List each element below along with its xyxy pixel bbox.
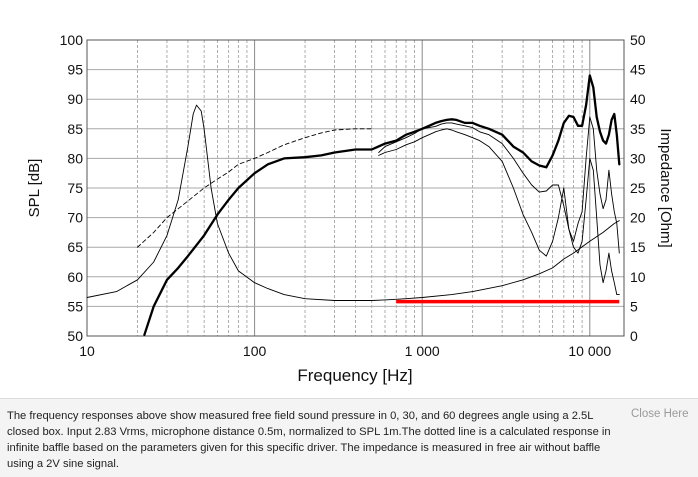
frequency-response-chart: 50 55 60 65 70 75 80 85 90 95 100 0 5 10 15 20 25 30 35 40 4… xyxy=(26,32,674,385)
series-line-spl_60deg xyxy=(378,128,620,296)
close-link[interactable]: Close Here xyxy=(631,408,689,420)
series xyxy=(86,74,621,336)
axes xyxy=(86,39,625,337)
y2-tick-label: 15 xyxy=(630,239,646,255)
y-tick-label: 80 xyxy=(67,150,83,166)
y2-tick-label: 0 xyxy=(630,328,638,344)
y2-tick-label: 30 xyxy=(630,150,646,166)
y-axis-label: SPL [dB] xyxy=(26,159,43,218)
y-tick-label: 75 xyxy=(67,180,83,196)
series-line-spl_0deg xyxy=(143,74,621,336)
y2-tick-label: 50 xyxy=(630,32,646,48)
x-tick-label: 10 000 xyxy=(568,343,611,359)
y-tick-label: 85 xyxy=(67,121,83,137)
y2-tick-label: 35 xyxy=(630,121,646,137)
plot-frame xyxy=(86,39,625,337)
y2-tick-label: 45 xyxy=(630,62,646,78)
y-tick-label: 60 xyxy=(67,269,83,285)
series-line-spl_30deg xyxy=(378,116,620,254)
x-axis-label: Frequency [Hz] xyxy=(297,366,412,385)
y-tick-label: 50 xyxy=(67,328,83,344)
y-tick-label: 70 xyxy=(67,210,83,226)
series-line-impedance xyxy=(86,104,620,301)
caption-panel: The frequency responses above show measu… xyxy=(0,398,698,477)
chart-caption: The frequency responses above show measu… xyxy=(7,410,611,470)
x-tick-label: 100 xyxy=(243,343,267,359)
y2-tick-label: 5 xyxy=(630,298,638,314)
x-tick-label: 1 000 xyxy=(405,343,440,359)
x-tick-label: 10 xyxy=(79,343,95,359)
y2-tick-label: 20 xyxy=(630,210,646,226)
y-tick-label: 95 xyxy=(67,62,83,78)
y2-tick-label: 40 xyxy=(630,91,646,107)
grid xyxy=(86,39,624,337)
y-tick-label: 90 xyxy=(67,91,83,107)
tick-labels: 50 55 60 65 70 75 80 85 90 95 100 0 5 10 15 20 25 30 35 40 4… xyxy=(60,32,646,359)
y-tick-label: 65 xyxy=(67,239,83,255)
y2-tick-label: 10 xyxy=(630,269,646,285)
y2-axis-label: Impedance [Ohm] xyxy=(657,128,674,247)
y2-tick-label: 25 xyxy=(630,180,646,196)
series-line-spl_calculated xyxy=(137,128,373,248)
y-tick-label: 100 xyxy=(60,32,84,48)
y-tick-label: 55 xyxy=(67,298,83,314)
